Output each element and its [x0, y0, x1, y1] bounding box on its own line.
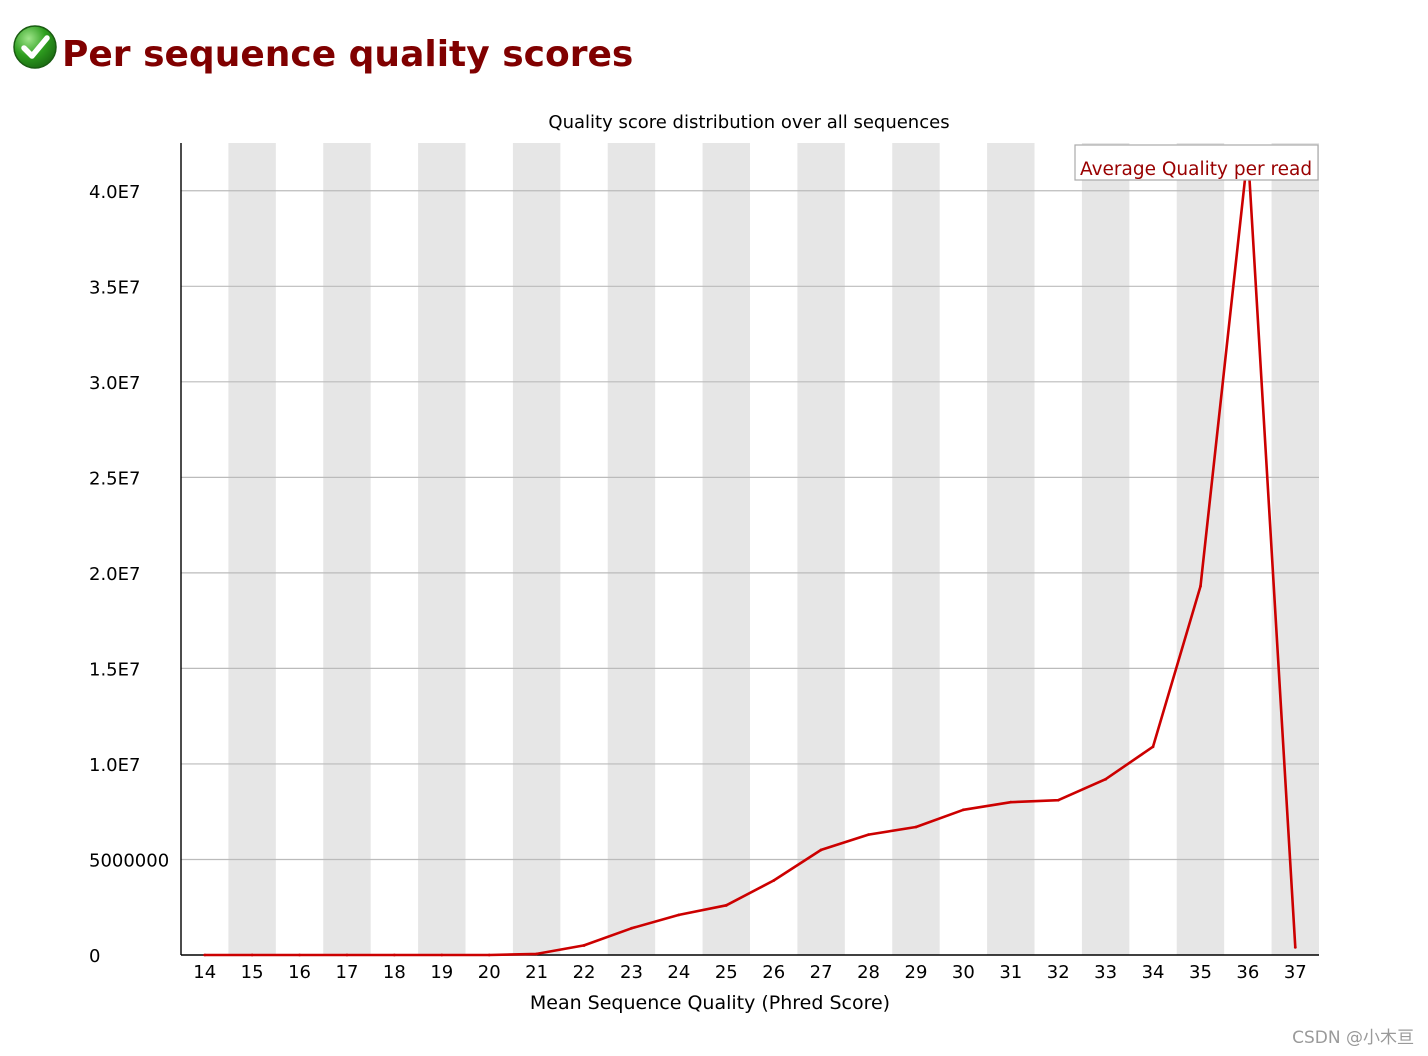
chart-title: Quality score distribution over all sequ…	[548, 112, 949, 133]
data-point	[203, 953, 207, 957]
x-tick-label: 28	[857, 962, 880, 983]
legend-box	[1074, 144, 1319, 181]
data-point	[440, 953, 444, 957]
data-point	[819, 848, 823, 852]
x-tick-label: 25	[715, 962, 738, 983]
data-point	[1151, 745, 1155, 749]
data-point	[630, 926, 633, 930]
data-point	[724, 903, 728, 907]
background-band	[418, 143, 466, 955]
series-line	[204, 151, 1297, 957]
data-point	[914, 825, 918, 829]
x-tick-label: 30	[952, 962, 975, 983]
x-tick-label: 24	[667, 962, 690, 983]
x-tick-label: 16	[288, 962, 311, 983]
x-tick-label: 34	[1142, 962, 1165, 983]
background-band	[1176, 143, 1225, 955]
background-band	[323, 143, 371, 955]
data-point	[1009, 800, 1013, 804]
x-tick-label: 23	[620, 962, 643, 983]
legend-label: Average Quality per read	[1080, 159, 1312, 180]
background-band	[797, 143, 845, 955]
data-point	[1104, 777, 1108, 781]
x-tick-label: 15	[241, 962, 264, 983]
y-tick-label: 4.0E7	[89, 182, 140, 203]
background-band	[987, 143, 1035, 955]
x-tick-label: 18	[383, 962, 406, 983]
data-point	[582, 944, 586, 947]
x-tick-label: 27	[810, 962, 833, 983]
data-point	[961, 808, 965, 812]
x-tick-label: 17	[336, 962, 359, 983]
x-tick-label: 33	[1094, 962, 1117, 983]
x-tick-label: 29	[905, 962, 928, 983]
x-tick-label: 31	[999, 962, 1022, 983]
x-tick-label: 36	[1236, 962, 1259, 983]
x-tick-label: 21	[525, 962, 548, 983]
y-tick-label: 2.0E7	[89, 564, 140, 585]
x-tick-label: 14	[193, 962, 216, 983]
data-point	[1293, 945, 1297, 949]
y-tick-label: 0	[89, 946, 100, 967]
data-point	[392, 953, 396, 957]
data-point	[772, 879, 776, 882]
x-tick-label: 26	[762, 962, 785, 983]
x-tick-label: 20	[478, 962, 501, 983]
background-band	[228, 143, 276, 955]
data-point	[1199, 584, 1202, 588]
x-tick-label: 32	[1047, 962, 1070, 983]
background-band	[892, 143, 940, 955]
check-circle-icon	[13, 25, 57, 69]
y-tick-label: 2.5E7	[89, 468, 140, 489]
data-point	[487, 953, 491, 957]
page-title: Per sequence quality scores	[62, 34, 634, 75]
x-tick-label: 37	[1284, 962, 1307, 983]
data-point	[535, 952, 539, 956]
data-point	[345, 953, 349, 957]
y-tick-label: 1.0E7	[89, 755, 140, 776]
data-point	[298, 953, 301, 957]
y-tick-label: 1.5E7	[89, 659, 140, 680]
data-point	[1056, 798, 1060, 802]
x-tick-label: 22	[573, 962, 596, 983]
y-tick-label: 3.5E7	[89, 277, 140, 298]
x-axis-label: Mean Sequence Quality (Phred Score)	[530, 992, 890, 1014]
x-tick-label: 19	[430, 962, 453, 983]
y-tick-label: 3.0E7	[89, 373, 140, 394]
data-point	[250, 953, 254, 957]
watermark: CSDN @小木亘	[1292, 1028, 1414, 1048]
x-tick-label: 35	[1189, 962, 1212, 983]
data-point	[677, 913, 681, 917]
background-band	[512, 143, 561, 955]
background-band	[1271, 143, 1319, 955]
data-point	[867, 833, 870, 837]
y-tick-label: 5000000	[89, 850, 169, 871]
background-band	[607, 143, 656, 955]
background-band	[1081, 143, 1130, 955]
background-band	[702, 143, 750, 955]
